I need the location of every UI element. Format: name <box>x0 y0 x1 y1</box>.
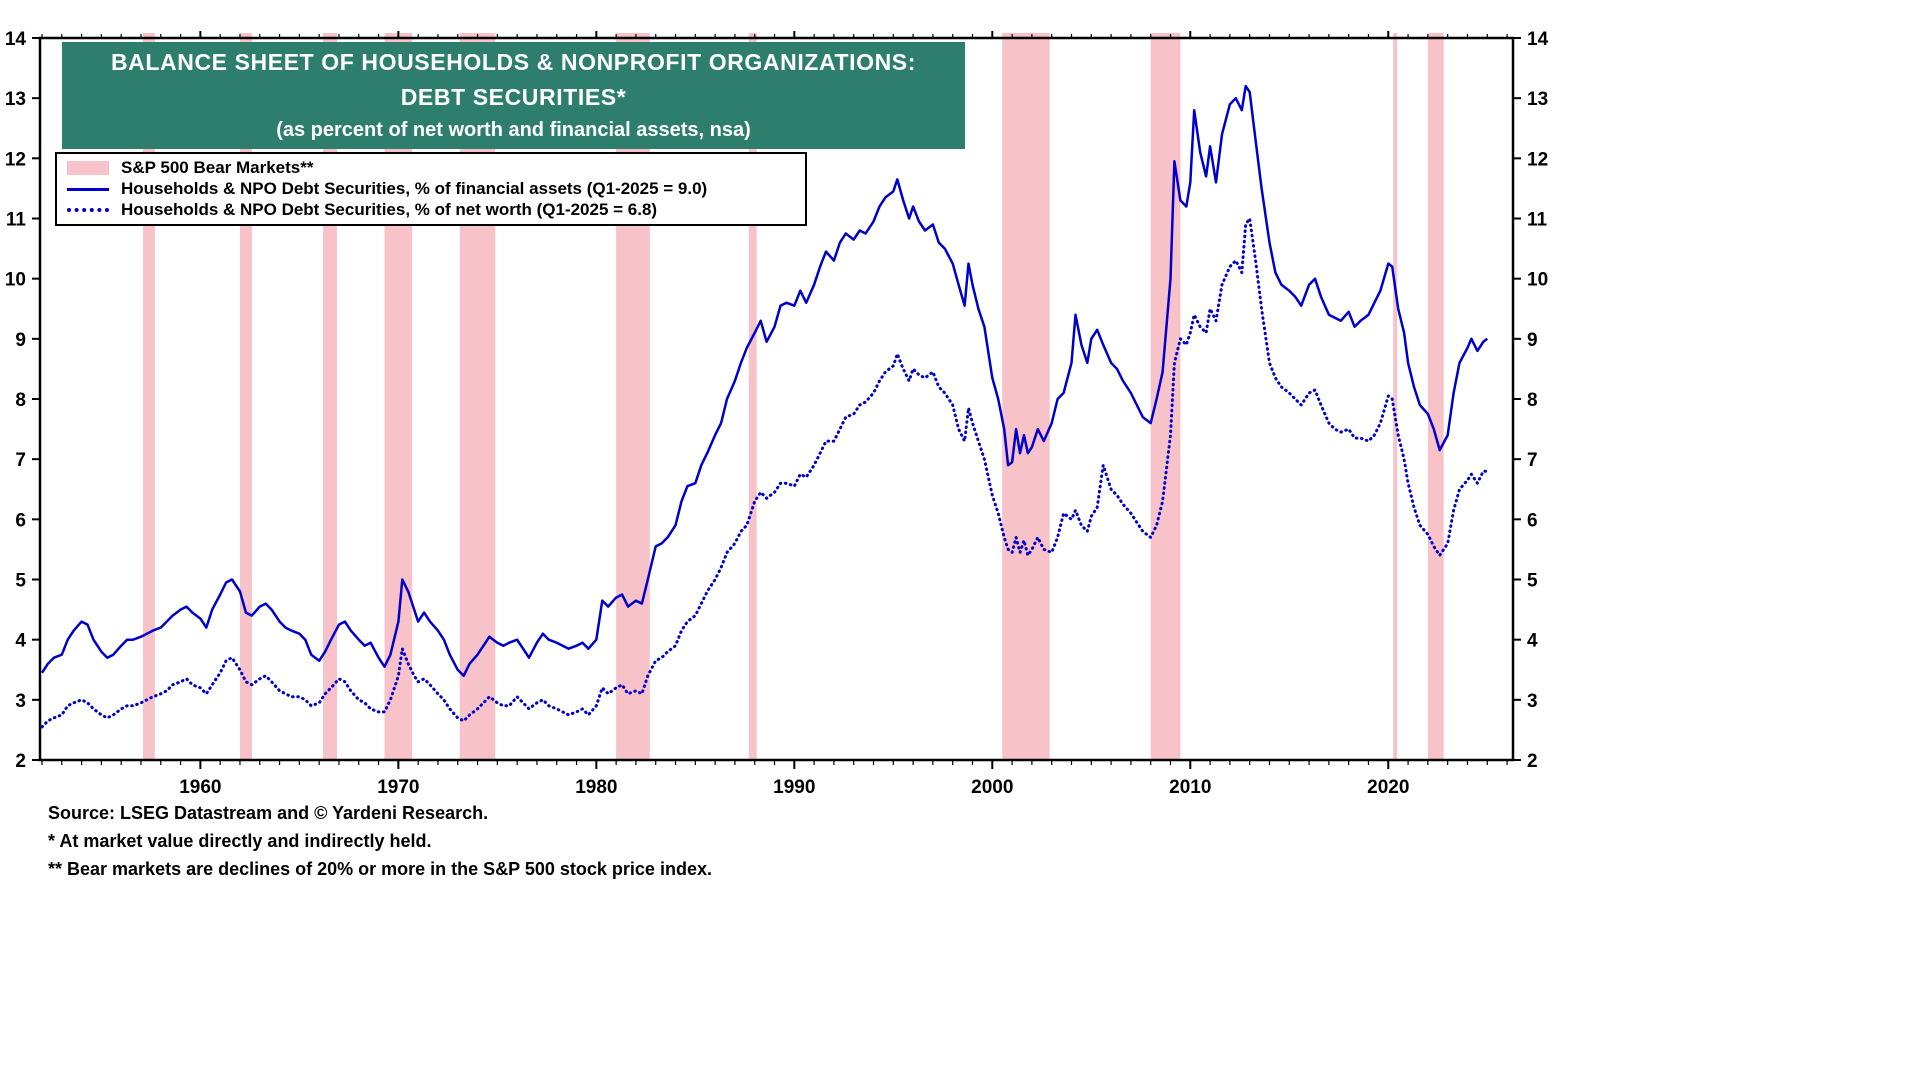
chart-canvas: 2 2 3 3 4 4 5 5 6 6 7 7 8 8 9 9 10 10 11 11 12 12 13 13 14 14 1960… <box>5 29 1549 798</box>
chart-title-line1: BALANCE SHEET OF HOUSEHOLDS & NONPROFIT … <box>110 49 917 75</box>
bear-market-band <box>1427 33 1444 760</box>
legend-row-net-worth: Households & NPO Debt Securities, % of n… <box>67 199 795 220</box>
legend-label-bear-markets: S&P 500 Bear Markets** <box>121 158 314 178</box>
y-axis-label-right: 4 <box>1527 631 1538 652</box>
footnote-bear-markets: ** Bear markets are declines of 20% or m… <box>48 859 712 879</box>
financial-assets-line <box>40 84 1489 678</box>
x-axis-label: 2000 <box>971 777 1013 798</box>
bear-market-swatch <box>67 161 109 176</box>
y-axis-label-left: 2 <box>15 751 26 772</box>
bear-market-band <box>143 33 155 760</box>
legend-label-net-worth: Households & NPO Debt Securities, % of n… <box>121 199 658 219</box>
chart-title-line2: DEBT SECURITIES* <box>400 84 627 110</box>
legend-row-bear-markets: S&P 500 Bear Markets** <box>67 158 795 179</box>
chart-title-box: BALANCE SHEET OF HOUSEHOLDS & NONPROFIT … <box>62 42 965 149</box>
y-axis-label-right: 6 <box>1527 510 1538 531</box>
legend-label-financial-assets: Households & NPO Debt Securities, % of f… <box>121 179 708 198</box>
y-axis-label-right: 9 <box>1527 330 1538 351</box>
y-axis-label-left: 7 <box>15 450 26 471</box>
y-axis-label-right: 7 <box>1527 450 1538 471</box>
y-axis-label-right: 12 <box>1527 149 1548 170</box>
x-axis-label: 1990 <box>773 777 815 798</box>
y-axis-label-right: 13 <box>1527 89 1548 110</box>
legend: S&P 500 Bear Markets** Households & NPO … <box>55 152 807 226</box>
dotted-line-swatch <box>67 207 109 212</box>
bear-market-band <box>1002 33 1050 760</box>
chart-subtitle: (as percent of net worth and financial a… <box>276 119 751 141</box>
y-axis-label-left: 5 <box>15 571 26 592</box>
y-axis-label-left: 10 <box>5 270 26 291</box>
chart-area: 2 2 3 3 4 4 5 5 6 6 7 7 8 8 9 9 10 10 11 11 12 12 13 13 14 14 1960… <box>5 29 1549 798</box>
x-axis-label: 1970 <box>377 777 419 798</box>
y-axis-label-right: 14 <box>1527 29 1549 50</box>
y-axis-label-left: 3 <box>15 691 26 712</box>
x-axis-label: 1960 <box>179 777 221 798</box>
y-axis-label-left: 12 <box>5 149 26 170</box>
y-axis-label-right: 11 <box>1527 210 1548 231</box>
y-axis-label-right: 8 <box>1527 390 1538 411</box>
y-axis-label-left: 6 <box>15 510 26 531</box>
bear-market-band <box>748 33 757 760</box>
y-axis-label-right: 5 <box>1527 571 1538 592</box>
x-axis-label: 2010 <box>1169 777 1211 798</box>
y-axis-label-right: 10 <box>1527 270 1548 291</box>
y-axis-label-right: 2 <box>1527 751 1538 772</box>
source-note: Source: LSEG Datastream and © Yardeni Re… <box>48 803 489 823</box>
bear-market-band <box>1150 33 1181 760</box>
solid-line-swatch <box>67 187 109 191</box>
y-axis-label-left: 11 <box>6 210 27 231</box>
footnotes: Source: LSEG Datastream and © Yardeni Re… <box>48 799 712 883</box>
legend-row-financial-assets: Households & NPO Debt Securities, % of f… <box>67 179 795 200</box>
x-axis-label: 1980 <box>575 777 617 798</box>
bear-market-band <box>1393 33 1398 760</box>
x-axis-label: 2020 <box>1367 777 1409 798</box>
y-axis-label-left: 9 <box>15 330 26 351</box>
footnote-market-value: * At market value directly and indirectl… <box>48 831 432 851</box>
y-axis-label-left: 8 <box>15 390 26 411</box>
bear-market-band <box>240 33 252 760</box>
y-axis-label-right: 3 <box>1527 691 1538 712</box>
net-worth-line <box>40 217 1489 729</box>
y-axis-label-left: 13 <box>5 89 26 110</box>
y-axis-label-left: 14 <box>5 29 27 50</box>
y-axis-label-left: 4 <box>15 631 26 652</box>
